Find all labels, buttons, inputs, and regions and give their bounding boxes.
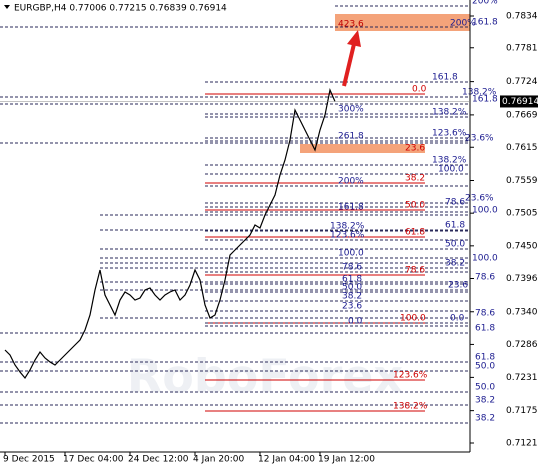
fib-label: 50.0 [445,240,465,250]
x-tick-label: 24 Dec 12:00 [128,455,189,464]
fib-label: 161.8 [432,72,458,82]
y-tick-label: 0.71215 [506,439,538,449]
highlight-box [300,144,425,153]
x-tick-label: 17 Dec 04:00 [63,455,124,464]
x-tick-label: 12 Jan 04:00 [258,455,315,464]
y-tick-label: 0.77245 [506,77,538,87]
fib-label: 0.0 [348,317,363,327]
fib-label: 200% [472,0,498,6]
fib-label: 50.0 [475,361,495,371]
fib-label: 100.0 [472,205,498,215]
fib-label: 138.2% [330,221,365,231]
fib-label: 78.6 [405,266,425,276]
fib-label: 61.8 [342,275,362,285]
fib-label: 261.8 [338,132,364,142]
fib-label: 200% [450,18,476,28]
fib-label: 78.6 [342,263,362,273]
fib-label: 100.0 [472,253,498,263]
y-tick-label: 0.74505 [506,241,538,251]
fib-label: 50.0 [342,282,362,292]
arrow-head [347,30,361,47]
fib-label: 138.2% [432,107,467,117]
menu-icon [4,5,10,9]
fib-label: 61.8 [475,323,495,333]
fib-label: 38.2 [475,413,495,423]
fib-label: 0.0 [450,313,465,323]
y-tick-label: 0.71755 [506,406,538,416]
x-tick-label: 19 Jan 12:00 [318,455,375,464]
watermark: RoboForex [127,350,403,404]
fib-label: 78.6 [445,198,465,208]
x-tick-label: 9 Dec 2015 [3,455,55,464]
fib-label: 0.0 [412,85,427,95]
fib-label: 38.2 [405,174,425,184]
y-tick-label: 0.75595 [506,176,538,186]
fib-label: 100.0 [338,249,364,259]
y-tick-label: 0.7781 [506,43,538,53]
fib-label: 61.8 [405,227,425,237]
fib-label: 50.0 [475,383,495,393]
fib-label: 100.0 [438,164,464,174]
fib-label: 50.0 [405,200,425,210]
fib-label: 300% [338,104,364,114]
fib-label: 138.2% [432,155,467,165]
y-tick-label: 0.73405 [506,307,538,317]
fib-label: 123.6% [432,129,467,139]
fib-label: 23.6 [405,144,425,154]
fib-label: 61.8 [475,352,495,362]
fib-label: 161.8 [472,17,498,27]
fib-label: 161.8 [472,94,498,104]
fib-label: 61.8 [445,221,465,231]
fib-label: 23.6 [448,281,468,291]
fib-label: 123.6% [330,230,365,240]
fib-label: 123.6% [393,371,428,381]
price-line [4,88,336,380]
fib-label: 161.8 [338,202,364,212]
fib-label: 100.0 [400,313,426,323]
fib-label: 423.6 [338,19,364,29]
last-price-label: 0.76914 [502,97,538,107]
fib-label: 23.6% [465,193,494,203]
fib-label: 78.6 [475,272,495,282]
fib-label: 78.6 [475,308,495,318]
last-price-box [500,95,538,108]
fib-label: 38.2 [445,259,465,269]
fib-label: 138.2% [393,402,428,412]
fib-label: 138.2% [462,87,497,97]
fib-label: 38.2 [342,291,362,301]
fib-label: 23.6% [465,133,494,143]
chart-title: EURGBP,H4 0.77006 0.77215 0.76839 0.7691… [14,4,227,14]
x-tick-label: 4 Jan 20:00 [193,455,245,464]
arrow [342,43,356,87]
fib-label: 38.2 [475,396,495,406]
fib-label: 23.6 [342,301,362,311]
fib-label: 200% [338,177,364,187]
